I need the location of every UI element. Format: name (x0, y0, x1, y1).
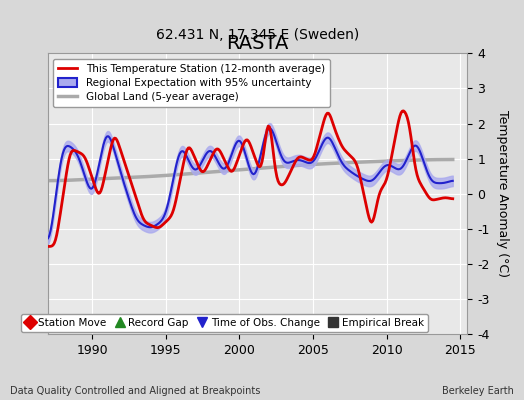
Y-axis label: Temperature Anomaly (°C): Temperature Anomaly (°C) (496, 110, 509, 277)
Text: Berkeley Earth: Berkeley Earth (442, 386, 514, 396)
Text: Data Quality Controlled and Aligned at Breakpoints: Data Quality Controlled and Aligned at B… (10, 386, 261, 396)
Title: RASTA: RASTA (226, 34, 289, 53)
Legend: Station Move, Record Gap, Time of Obs. Change, Empirical Break: Station Move, Record Gap, Time of Obs. C… (20, 314, 428, 332)
Text: 62.431 N, 17.345 E (Sweden): 62.431 N, 17.345 E (Sweden) (156, 28, 359, 42)
